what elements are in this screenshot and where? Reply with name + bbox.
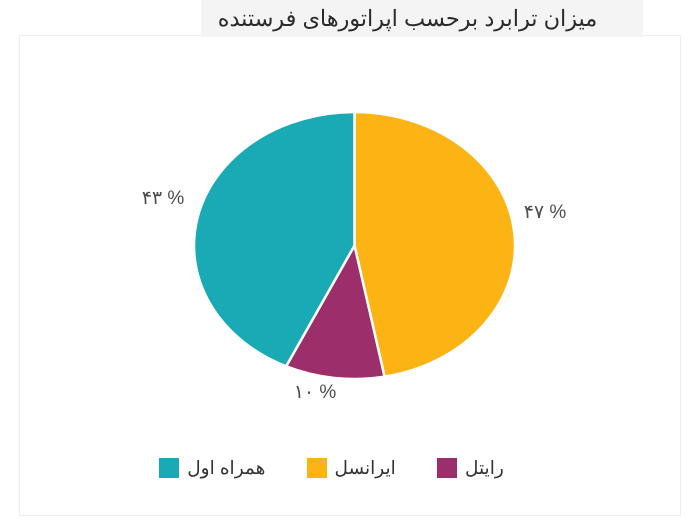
svg-text:۱۰ %: ۱۰ % — [294, 382, 337, 403]
svg-text:۴۷ %: ۴۷ % — [524, 202, 567, 223]
svg-text:۴۳ %: ۴۳ % — [142, 188, 185, 209]
